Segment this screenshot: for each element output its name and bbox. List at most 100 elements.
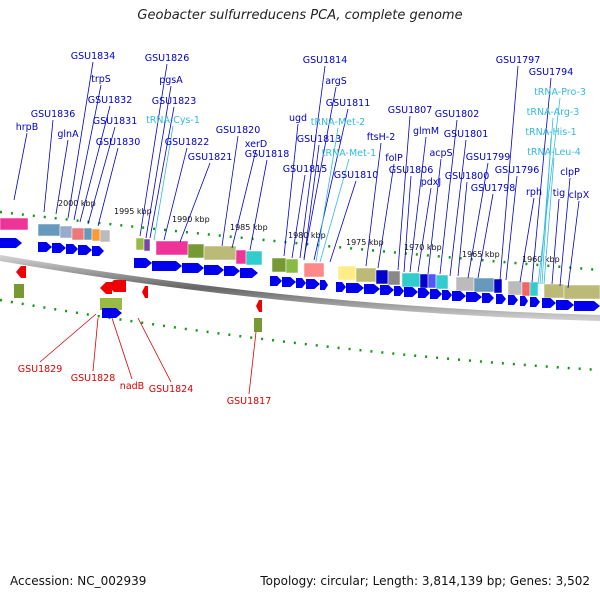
gene-label-trna-arg-3[interactable]: tRNA-Arg-3 bbox=[527, 107, 580, 118]
gene-label-trna-met-2[interactable]: tRNA-Met-2 bbox=[311, 117, 365, 128]
gene-category-block bbox=[245, 250, 263, 266]
gene-leader-line bbox=[457, 181, 468, 277]
forward-gene-arrow bbox=[152, 261, 182, 271]
gene-label-gsu1797[interactable]: GSU1797 bbox=[496, 55, 541, 66]
gene-category-block bbox=[155, 240, 189, 256]
gene-leader-line bbox=[313, 108, 349, 261]
gene-label-gsu1836[interactable]: GSU1836 bbox=[31, 109, 76, 120]
gene-label-nadb[interactable]: nadB bbox=[120, 381, 144, 392]
gene-label-trna-his-1[interactable]: tRNA-His-1 bbox=[525, 127, 576, 138]
gene-leader-line bbox=[97, 147, 119, 227]
gene-label-gsu1817[interactable]: GSU1817 bbox=[227, 396, 272, 407]
forward-gene-arrow bbox=[38, 242, 52, 252]
gene-label-args[interactable]: argS bbox=[325, 76, 347, 87]
gene-label-clpx[interactable]: clpX bbox=[569, 190, 590, 201]
gene-leader-line bbox=[179, 162, 211, 243]
gene-category-block bbox=[563, 284, 600, 300]
gene-label-gsu1820[interactable]: GSU1820 bbox=[216, 125, 261, 136]
forward-gene-arrow bbox=[364, 284, 380, 294]
gene-leader-line bbox=[409, 136, 427, 273]
gene-label-trna-cys-1[interactable]: tRNA-Cys-1 bbox=[146, 115, 200, 126]
forward-gene-arrow bbox=[466, 292, 482, 302]
gene-leader-line bbox=[531, 77, 552, 283]
forward-gene-arrow bbox=[296, 278, 306, 288]
gene-label-gsu1806[interactable]: GSU1806 bbox=[389, 165, 434, 176]
gene-label-pgsa[interactable]: pgsA bbox=[159, 75, 183, 86]
gene-label-gsu1823[interactable]: GSU1823 bbox=[152, 96, 197, 107]
gene-label-gsu1801[interactable]: GSU1801 bbox=[444, 129, 489, 140]
gene-label-trna-leu-4[interactable]: tRNA-Leu-4 bbox=[527, 147, 581, 158]
gene-label-gsu1794[interactable]: GSU1794 bbox=[529, 67, 574, 78]
reverse-gene-arrow bbox=[16, 266, 26, 278]
gene-category-block bbox=[473, 277, 495, 293]
gene-category-block bbox=[401, 272, 421, 288]
gene-label-gsu1813[interactable]: GSU1813 bbox=[297, 134, 342, 145]
gene-label-gsu1831[interactable]: GSU1831 bbox=[93, 116, 138, 127]
forward-gene-arrow bbox=[270, 276, 282, 286]
forward-gene-arrow bbox=[134, 258, 152, 268]
forward-gene-arrow bbox=[520, 296, 528, 306]
gene-label-gsu1826[interactable]: GSU1826 bbox=[145, 53, 190, 64]
gene-label-gsu1821[interactable]: GSU1821 bbox=[188, 152, 233, 163]
reverse-gene-block bbox=[254, 318, 262, 332]
forward-gene-arrow bbox=[102, 308, 122, 318]
forward-gene-arrow bbox=[92, 246, 104, 256]
gene-leader-line bbox=[397, 115, 411, 271]
gene-label-ugd[interactable]: ugd bbox=[289, 113, 307, 124]
gene-leader-line bbox=[249, 159, 268, 251]
gene-label-gsu1815[interactable]: GSU1815 bbox=[283, 164, 328, 175]
gene-label-gsu1834[interactable]: GSU1834 bbox=[71, 51, 116, 62]
gene-label-gsu1814[interactable]: GSU1814 bbox=[303, 55, 348, 66]
gene-label-gsu1798[interactable]: GSU1798 bbox=[471, 183, 516, 194]
gene-leader-line bbox=[541, 137, 552, 285]
forward-gene-arrow bbox=[78, 245, 92, 255]
gene-label-gsu1830[interactable]: GSU1830 bbox=[96, 137, 141, 148]
gene-category-block bbox=[135, 237, 145, 251]
gene-label-gsu1828[interactable]: GSU1828 bbox=[71, 373, 116, 384]
gene-label-gsu1807[interactable]: GSU1807 bbox=[388, 105, 433, 116]
gene-leader-line bbox=[537, 97, 561, 285]
gene-label-clpp[interactable]: clpP bbox=[560, 167, 580, 178]
gene-label-xerd[interactable]: xerD bbox=[245, 139, 267, 150]
gene-label-gsu1810[interactable]: GSU1810 bbox=[334, 170, 379, 181]
gene-label-gsu1822[interactable]: GSU1822 bbox=[165, 137, 210, 148]
gene-label-pdxj[interactable]: pdxJ bbox=[421, 177, 441, 188]
gene-label-gsu1796[interactable]: GSU1796 bbox=[495, 165, 540, 176]
forward-gene-arrow bbox=[240, 268, 258, 278]
gene-leader-line bbox=[477, 193, 494, 279]
gene-label-glmm[interactable]: glmM bbox=[413, 126, 439, 137]
gene-leader-line bbox=[299, 65, 326, 259]
gene-leader-line bbox=[505, 175, 518, 281]
gene-leader-line bbox=[149, 106, 175, 239]
gene-label-gsu1818[interactable]: GSU1818 bbox=[245, 149, 290, 160]
gene-label-ftsh-2[interactable]: ftsH-2 bbox=[367, 132, 395, 143]
gene-label-tig[interactable]: tig bbox=[553, 188, 565, 199]
gene-label-gsu1811[interactable]: GSU1811 bbox=[326, 98, 371, 109]
gene-label-hrpb[interactable]: hrpB bbox=[16, 122, 38, 133]
gene-label-gsu1800[interactable]: GSU1800 bbox=[445, 171, 490, 182]
gene-leader-line bbox=[163, 147, 188, 241]
gene-label-gsu1829[interactable]: GSU1829 bbox=[18, 364, 63, 375]
gene-leader-line bbox=[365, 142, 382, 267]
gene-category-block bbox=[521, 281, 531, 297]
gene-category-block bbox=[203, 245, 237, 261]
gene-label-trna-pro-3[interactable]: tRNA-Pro-3 bbox=[534, 87, 586, 98]
gene-category-block bbox=[235, 249, 247, 265]
gene-label-gsu1802[interactable]: GSU1802 bbox=[435, 109, 480, 120]
gene-label-acps[interactable]: acpS bbox=[429, 148, 452, 159]
gene-label-trna-met-1[interactable]: tRNA-Met-1 bbox=[322, 148, 376, 159]
forward-gene-arrow bbox=[380, 285, 394, 295]
gene-category-block bbox=[435, 274, 449, 290]
gene-label-gsu1799[interactable]: GSU1799 bbox=[466, 152, 511, 163]
forward-gene-arrow bbox=[542, 298, 556, 308]
gene-label-rph[interactable]: rph bbox=[526, 187, 542, 198]
gene-label-trps[interactable]: trpS bbox=[91, 74, 111, 85]
gene-label-gsu1824[interactable]: GSU1824 bbox=[149, 384, 194, 395]
gene-label-folp[interactable]: folP bbox=[385, 153, 403, 164]
gene-category-block bbox=[427, 273, 437, 289]
accession-text: Accession: NC_002939 bbox=[10, 574, 147, 588]
gene-label-glna[interactable]: glnA bbox=[57, 129, 79, 140]
gene-category-block bbox=[493, 278, 503, 294]
gene-label-gsu1832[interactable]: GSU1832 bbox=[88, 95, 133, 106]
forward-gene-arrow bbox=[336, 282, 346, 292]
